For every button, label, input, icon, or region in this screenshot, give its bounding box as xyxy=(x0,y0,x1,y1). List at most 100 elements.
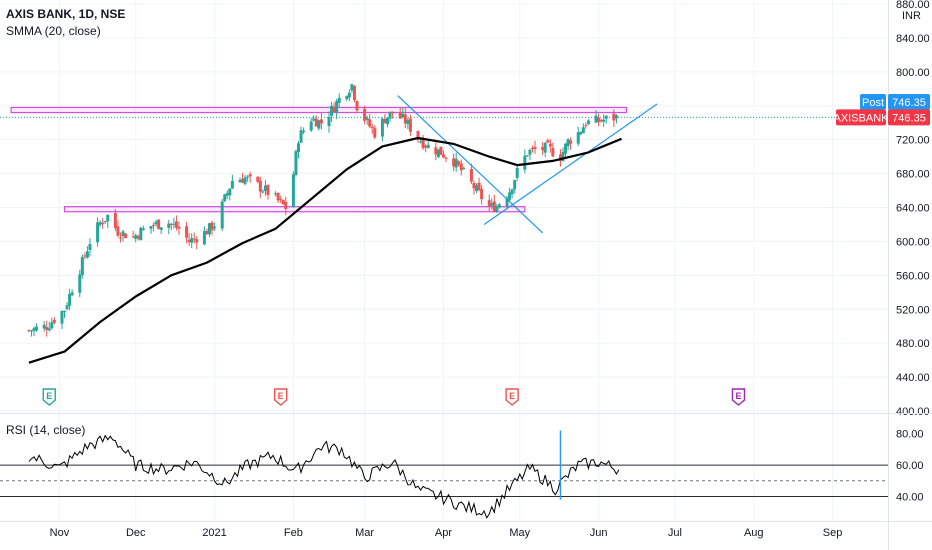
candle-down xyxy=(248,174,252,177)
candle-up xyxy=(365,118,369,120)
candle-up xyxy=(614,115,618,119)
candle-up xyxy=(60,311,64,324)
candle-up xyxy=(454,158,458,168)
candle-up xyxy=(274,193,278,195)
candle-up xyxy=(228,188,232,196)
candle-down xyxy=(370,126,374,129)
candle-down xyxy=(195,239,199,243)
y-tick-label: 720.00 xyxy=(896,135,930,147)
candle-down xyxy=(363,108,367,121)
candle-up xyxy=(388,111,392,119)
chart-title[interactable]: AXIS BANK, 1D, NSE xyxy=(6,7,126,21)
candle-up xyxy=(88,244,92,250)
candle-down xyxy=(373,128,377,138)
candle-up xyxy=(190,238,194,243)
candle-down xyxy=(241,178,245,183)
candle-down xyxy=(408,118,412,132)
candle-down xyxy=(457,161,461,165)
candle-up xyxy=(330,105,334,116)
candle-up xyxy=(515,167,519,178)
candle-up xyxy=(508,192,512,200)
currency-label: INR xyxy=(902,10,921,22)
x-tick-label: Feb xyxy=(284,527,303,539)
smma-line xyxy=(28,136,622,364)
candle-up xyxy=(462,168,466,170)
candle-up xyxy=(490,202,494,206)
candle-up xyxy=(347,92,351,98)
candle-down xyxy=(551,147,555,157)
candle-up xyxy=(149,226,153,229)
candle-up xyxy=(225,192,229,196)
candle-down xyxy=(398,112,402,119)
horizontal-zone xyxy=(63,206,526,213)
candle-down xyxy=(205,230,209,235)
candle-down xyxy=(352,86,356,101)
rsi-line xyxy=(28,434,620,519)
candle-up xyxy=(345,96,349,100)
y-tick-label: 400.00 xyxy=(896,406,930,418)
candle-up xyxy=(154,221,158,225)
candle-down xyxy=(258,180,262,192)
earnings-marker xyxy=(273,388,288,406)
y-tick-label: 800.00 xyxy=(896,67,930,79)
candle-down xyxy=(558,154,562,162)
candle-up xyxy=(296,143,300,152)
candle-up xyxy=(220,201,224,229)
candle-up xyxy=(586,120,590,125)
candle-down xyxy=(27,330,31,332)
candle-down xyxy=(416,131,420,140)
x-tick-label: Nov xyxy=(50,527,70,539)
candle-up xyxy=(309,121,313,131)
y-tick-label: 520.00 xyxy=(896,304,930,316)
candle-down xyxy=(612,113,616,121)
candle-up xyxy=(32,328,36,331)
candle-up xyxy=(70,292,74,296)
candle-up xyxy=(121,231,125,236)
candle-down xyxy=(472,182,476,189)
candle-down xyxy=(131,236,135,238)
candle-up xyxy=(401,113,405,117)
indicator-label[interactable]: SMMA (20, close) xyxy=(6,24,101,38)
post-tag-bg xyxy=(860,94,886,110)
candle-down xyxy=(185,226,189,238)
candle-down xyxy=(118,237,122,239)
candle-down xyxy=(187,239,191,243)
candle-up xyxy=(50,322,54,329)
candle-up xyxy=(106,214,110,222)
candle-up xyxy=(513,180,517,190)
candle-up xyxy=(230,180,234,189)
candle-down xyxy=(444,157,448,159)
candle-down xyxy=(314,118,318,127)
candle-down xyxy=(177,226,181,229)
candle-down xyxy=(487,200,491,207)
candle-up xyxy=(497,204,501,208)
candle-down xyxy=(492,201,496,212)
candle-down xyxy=(284,201,288,209)
candle-down xyxy=(480,188,484,200)
symbol-tag-label: AXISBANK xyxy=(833,112,889,124)
earnings-marker xyxy=(42,388,56,406)
candle-up xyxy=(436,149,440,157)
candle-up xyxy=(604,115,608,119)
y-tick-label: 680.00 xyxy=(896,169,930,181)
candle-down xyxy=(116,226,120,236)
candle-down xyxy=(368,119,372,127)
rsi-tick-label: 80.00 xyxy=(896,429,924,441)
candle-up xyxy=(261,191,265,193)
candle-up xyxy=(78,274,82,293)
candle-up xyxy=(167,223,171,228)
candle-up xyxy=(68,293,72,306)
candle-up xyxy=(505,197,509,207)
x-tick-label: Jul xyxy=(668,527,682,539)
y-tick-label: 880.00 xyxy=(896,0,930,11)
candle-down xyxy=(434,147,438,155)
candle-down xyxy=(569,140,573,144)
candle-down xyxy=(421,139,425,149)
rsi-label[interactable]: RSI (14, close) xyxy=(6,423,86,437)
candle-up xyxy=(134,235,138,240)
candle-down xyxy=(101,222,105,224)
candle-down xyxy=(469,169,473,182)
candle-down xyxy=(439,146,443,155)
earnings-letter: E xyxy=(46,391,52,401)
